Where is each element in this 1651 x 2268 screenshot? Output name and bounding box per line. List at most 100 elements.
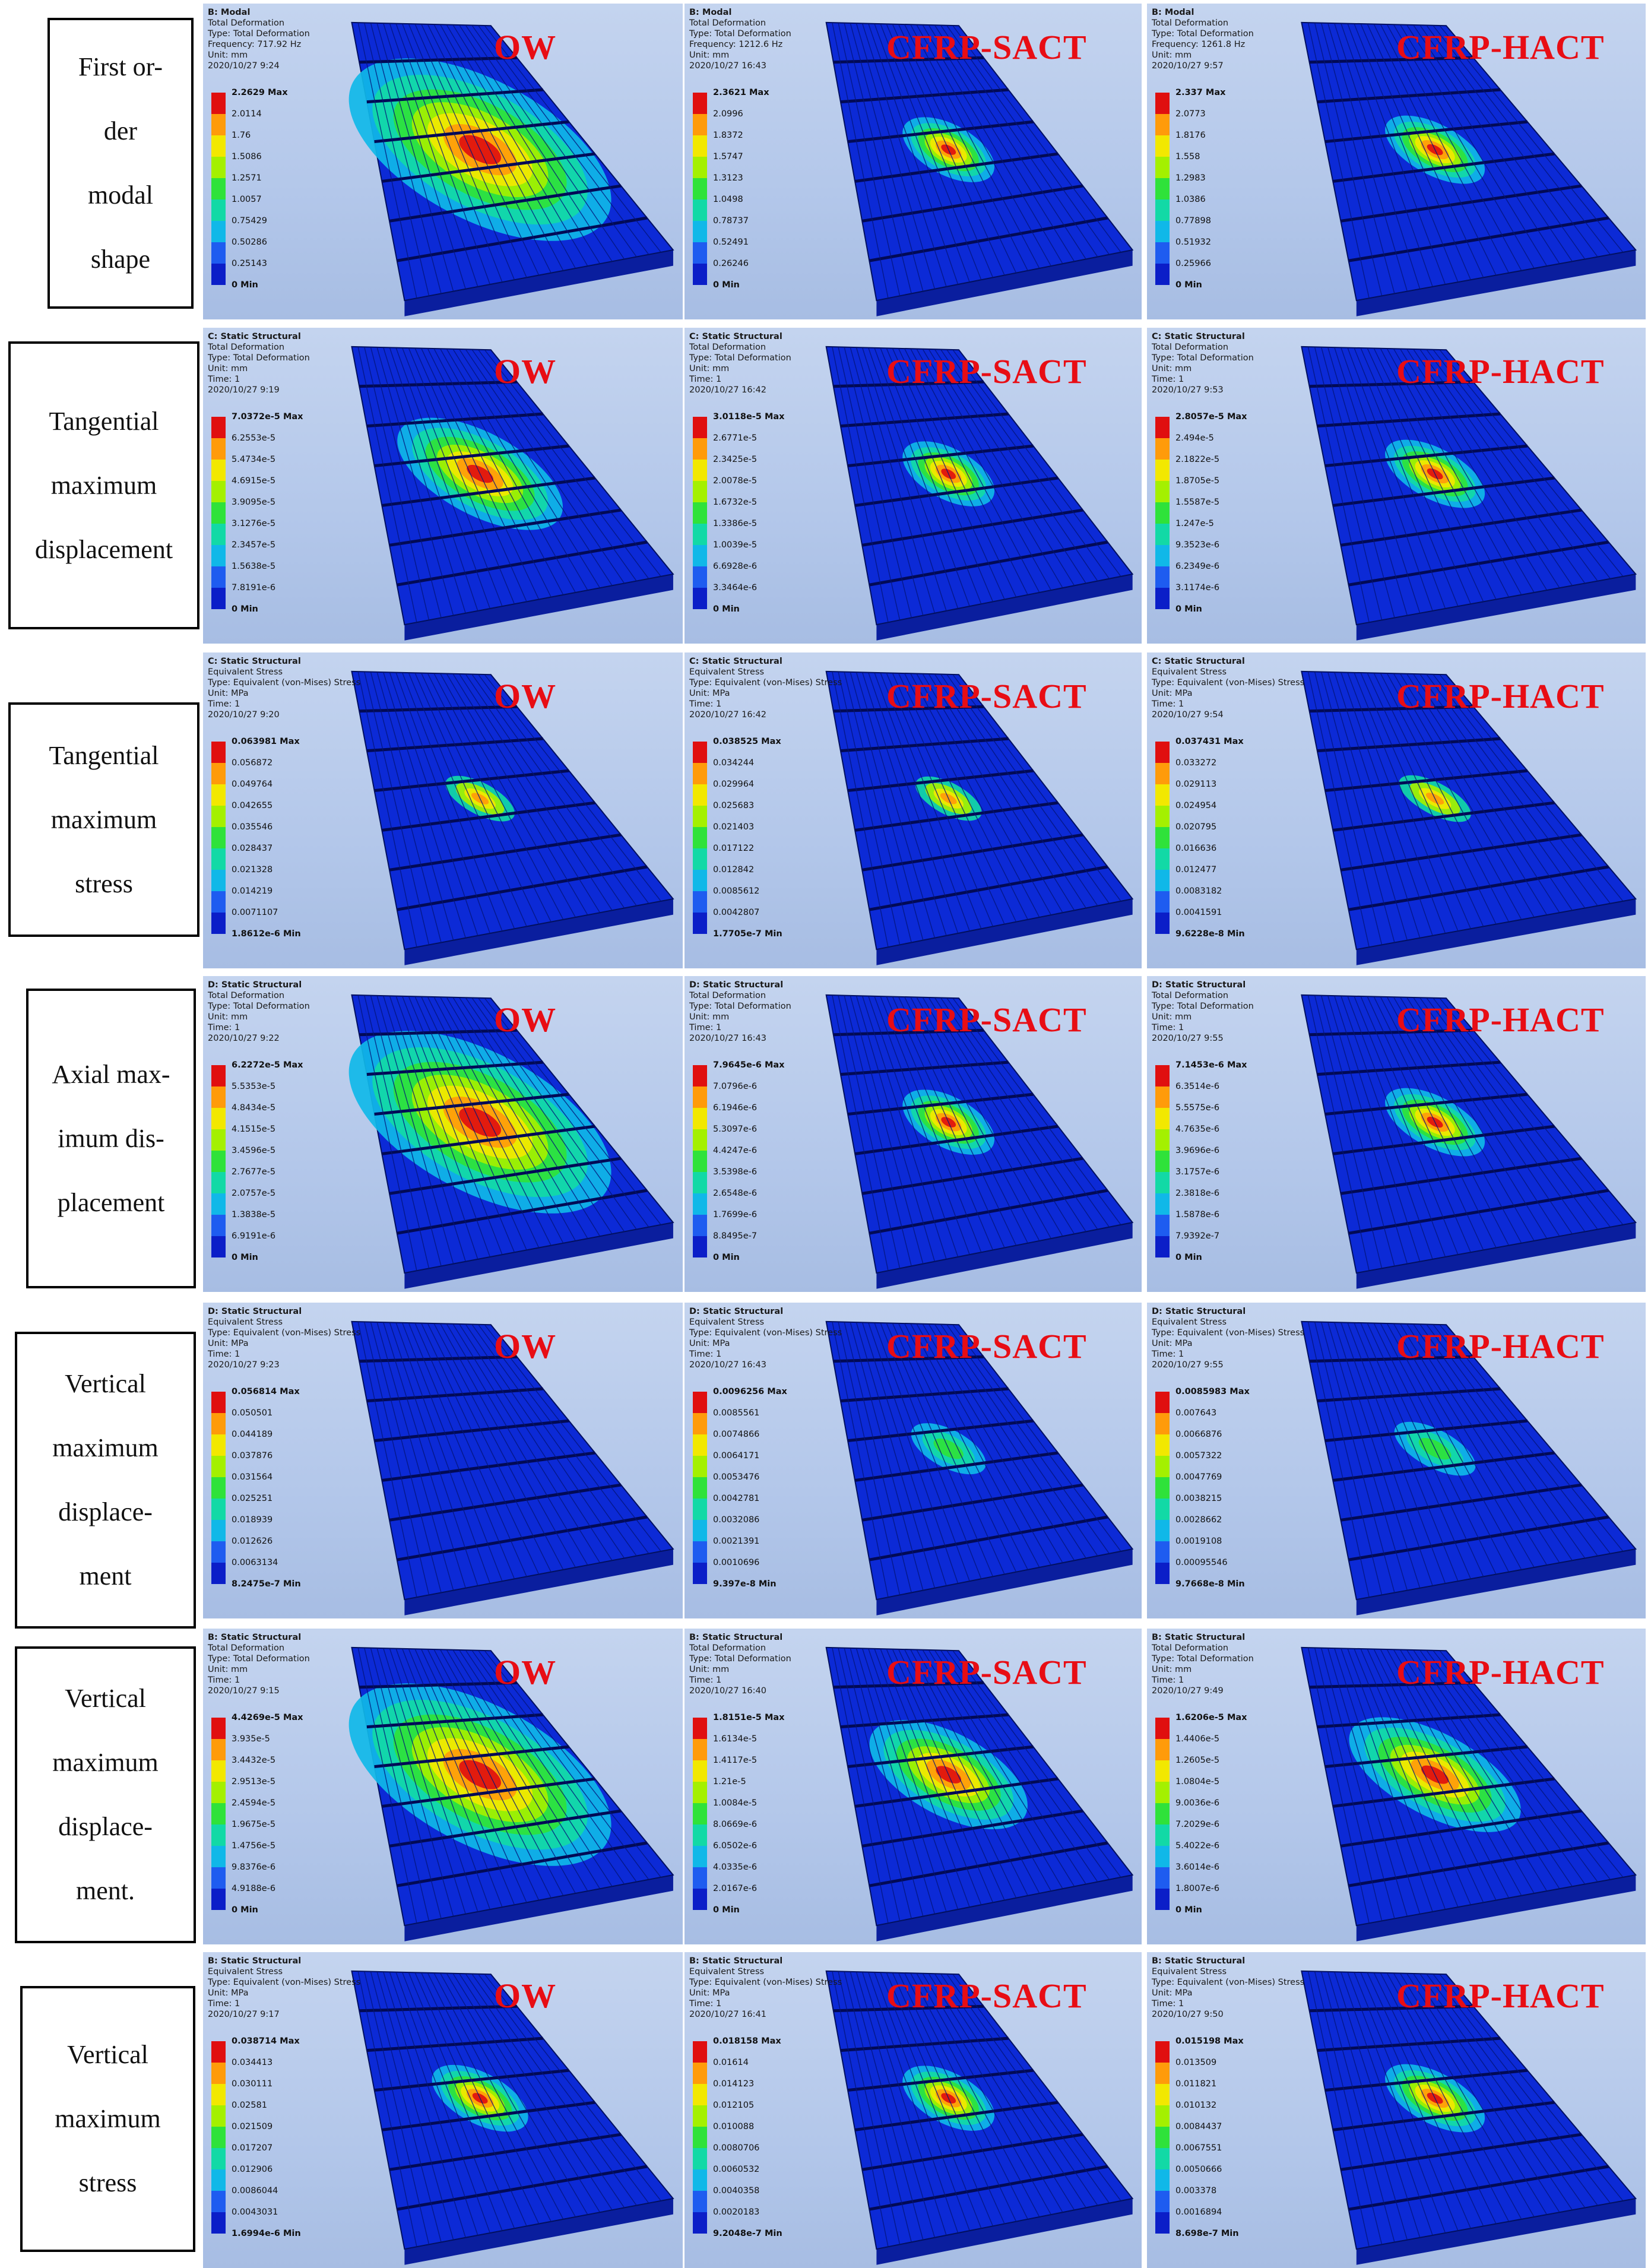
header-line: Equivalent Stress bbox=[1152, 1317, 1227, 1327]
legend-swatch bbox=[693, 1392, 707, 1413]
plate-model bbox=[825, 670, 1134, 965]
legend-value-label: 1.0057 bbox=[232, 195, 262, 204]
mesh-line bbox=[940, 1974, 1098, 2206]
mesh-line bbox=[383, 1322, 466, 1588]
header-line: Unit: MPa bbox=[689, 1988, 730, 1998]
legend-value-label: 2.9513e-5 bbox=[232, 1777, 276, 1786]
panel-title: CFRP-SACT bbox=[886, 1653, 1087, 1692]
mesh-line bbox=[1314, 1971, 1383, 2245]
plate-model bbox=[351, 346, 674, 641]
legend-min-label: 1.8612e-6 Min bbox=[232, 929, 301, 939]
mesh-line bbox=[922, 349, 1063, 588]
mesh-line bbox=[433, 348, 564, 595]
header-line: Time: 1 bbox=[208, 1350, 240, 1359]
mesh-line bbox=[427, 24, 552, 273]
plate-front-face bbox=[404, 1222, 673, 1289]
mesh-line bbox=[1360, 23, 1471, 280]
mesh-line bbox=[1373, 1649, 1497, 1900]
header-line: Time: 1 bbox=[689, 375, 722, 384]
legend-swatch bbox=[1155, 1718, 1170, 1739]
mesh-line bbox=[940, 349, 1098, 581]
legend-swatch bbox=[693, 1108, 707, 1129]
row-label-box: Vertical maximum displace-ment bbox=[15, 1332, 196, 1629]
mesh-line bbox=[1307, 1322, 1370, 1598]
mesh-line bbox=[898, 1323, 1017, 1572]
mesh-line bbox=[1320, 1322, 1395, 1593]
plate-render bbox=[825, 670, 1134, 965]
mesh-line bbox=[1341, 672, 1433, 936]
header-line: Frequency: 717.92 Hz bbox=[208, 40, 302, 49]
legend-value-label: 3.1276e-5 bbox=[232, 519, 276, 528]
header-line: 2020/10/27 16:41 bbox=[689, 2010, 766, 2019]
plate-render bbox=[825, 994, 1134, 1289]
plate-front-face bbox=[404, 1549, 673, 1616]
legend-value-label: 1.3123 bbox=[713, 173, 743, 183]
legend-value-label: 0.0085612 bbox=[713, 886, 760, 896]
plate-render bbox=[351, 670, 674, 965]
legend-swatch bbox=[211, 1846, 226, 1867]
legend-swatch bbox=[693, 2148, 707, 2169]
mesh-line bbox=[1373, 1972, 1497, 2224]
legend-value-label: 0.016636 bbox=[1175, 844, 1217, 853]
legend-max-label: 7.0372e-5 Max bbox=[232, 412, 303, 422]
legend-value-label: 0.034413 bbox=[232, 2058, 273, 2067]
legend-value-label: 1.2571 bbox=[232, 173, 262, 183]
mesh-line bbox=[414, 348, 527, 602]
mesh-line bbox=[465, 24, 625, 259]
legend-value-label: 1.2605e-5 bbox=[1175, 1756, 1220, 1765]
mesh-line bbox=[844, 1648, 912, 1919]
simulation-panel: B: Modal Total Deformation Type: Total Def… bbox=[685, 4, 1142, 319]
mesh-line bbox=[1327, 671, 1408, 940]
mesh-line bbox=[1360, 1648, 1471, 1905]
plate-render bbox=[1301, 21, 1637, 316]
mesh-line bbox=[1360, 996, 1471, 1253]
legend-value-label: 1.4117e-5 bbox=[713, 1756, 758, 1765]
mesh-line bbox=[861, 672, 947, 936]
mesh-line bbox=[916, 997, 1052, 1239]
legend-swatch bbox=[1155, 178, 1170, 199]
legend-swatch bbox=[1155, 1782, 1170, 1803]
legend-value-label: 5.4022e-6 bbox=[1175, 1841, 1220, 1851]
mesh-line bbox=[1307, 1648, 1370, 1924]
mesh-line bbox=[874, 1322, 970, 1582]
mesh-line bbox=[855, 1322, 936, 1588]
row-label-line: First or- bbox=[78, 52, 163, 81]
legend-swatch bbox=[1155, 545, 1170, 566]
legend-swatch bbox=[1155, 1215, 1170, 1236]
mesh-line bbox=[1354, 347, 1459, 607]
legend-value-label: 0.02581 bbox=[232, 2101, 267, 2110]
mesh-line bbox=[916, 1649, 1052, 1892]
mesh-line bbox=[1341, 996, 1433, 1260]
plate-front-face bbox=[876, 899, 1133, 965]
mesh-line bbox=[471, 1650, 637, 1882]
mesh-line bbox=[458, 349, 613, 586]
mesh-line bbox=[922, 24, 1063, 264]
legend-swatch bbox=[1155, 1172, 1170, 1193]
legend-swatch bbox=[211, 1563, 226, 1584]
header-line: B: Static Structural bbox=[208, 1956, 302, 1966]
mesh-line bbox=[446, 1323, 588, 1566]
row-label-line: maximum bbox=[50, 470, 157, 500]
mesh-line bbox=[395, 347, 490, 609]
panel-title: CFRP-HACT bbox=[1396, 1000, 1605, 1039]
mesh-line bbox=[389, 672, 478, 936]
mesh-line bbox=[832, 347, 889, 623]
mesh-line bbox=[1386, 1323, 1522, 1570]
legend-swatch bbox=[1155, 1803, 1170, 1824]
legend-value-label: 0.049764 bbox=[232, 780, 273, 789]
header-line: Type: Equivalent (von-Mises) Stress bbox=[208, 1328, 361, 1338]
legend-swatch bbox=[211, 848, 226, 870]
mesh-line bbox=[844, 995, 912, 1266]
mesh-line bbox=[1327, 995, 1408, 1264]
legend-value-label: 0.028437 bbox=[232, 844, 273, 853]
legend-value-label: 0.0063134 bbox=[232, 1558, 278, 1567]
mesh-line bbox=[934, 24, 1086, 259]
header-line: B: Static Structural bbox=[208, 1633, 302, 1642]
header-line: Unit: mm bbox=[1152, 50, 1192, 60]
mesh-line bbox=[1406, 1973, 1560, 2213]
legend-swatch bbox=[211, 2212, 226, 2234]
legend-swatch bbox=[211, 114, 226, 135]
header-line: B: Modal bbox=[689, 8, 732, 17]
mesh-line bbox=[1386, 24, 1522, 271]
mesh-line bbox=[886, 1972, 994, 2226]
